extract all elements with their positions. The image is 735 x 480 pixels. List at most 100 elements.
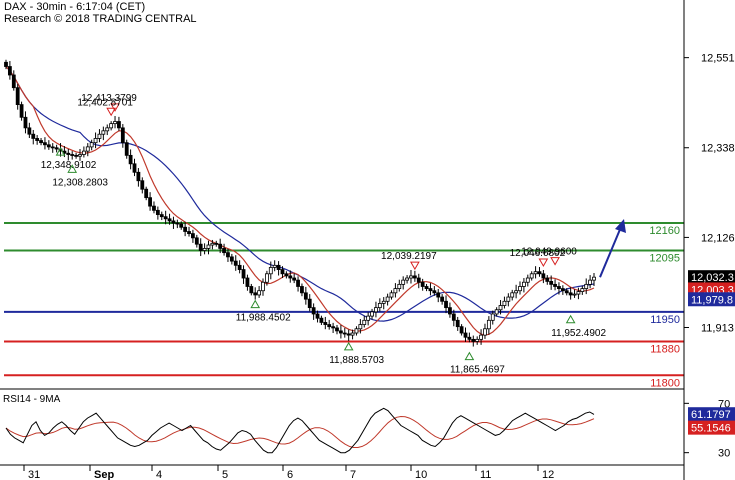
candle-body-127 (498, 305, 503, 311)
date-label-31: 31 (28, 469, 40, 480)
candle-body-31 (124, 142, 129, 156)
candle-body-75 (296, 279, 300, 287)
candle-body-48 (191, 233, 195, 239)
candle-body-97 (381, 300, 386, 304)
candle-body-133 (522, 281, 526, 287)
last-price-badge: 12,032.3 (691, 272, 734, 284)
candle-body-101 (397, 283, 402, 289)
candle-body-55 (218, 243, 223, 249)
candle-body-71 (280, 269, 285, 275)
candle-body-68 (268, 267, 273, 275)
candle-body-85 (335, 327, 339, 332)
swing-low-label-10: 11,952.4902 (551, 328, 606, 339)
candle-body-50 (198, 243, 203, 251)
candle-body-34 (136, 171, 141, 182)
level-label-12160: 12160 (649, 225, 680, 237)
candle-body-79 (311, 307, 316, 315)
date-label-4: 4 (156, 469, 162, 480)
candle-body-3 (15, 87, 20, 105)
candle-body-147 (576, 291, 581, 295)
date-label-Sep: Sep (94, 469, 114, 480)
swing-high-label-1: 12,402.8701 (77, 97, 133, 108)
candle-body-144 (564, 290, 569, 294)
candle-body-136 (533, 271, 538, 275)
swing-low-marker-2 (55, 147, 66, 156)
candle-body-109 (428, 288, 433, 292)
candle-body-13 (54, 147, 59, 150)
swing-low-label-3: 12,308.2803 (52, 177, 108, 188)
swing-high-marker-0 (110, 103, 120, 112)
candle-body-82 (323, 322, 328, 325)
candle-body-125 (490, 313, 495, 321)
candle-body-108 (424, 286, 429, 289)
candle-body-131 (514, 290, 519, 294)
swing-low-label-4: 11,988.4502 (236, 313, 291, 324)
date-label-5: 5 (222, 469, 228, 480)
candle-body-77 (303, 292, 308, 300)
level-labels: 12160 12095 11950 11880 11800 (649, 225, 680, 389)
candle-body-84 (331, 326, 335, 329)
swing-low-label-2: 12,348.9102 (41, 160, 97, 171)
candle-body-56 (222, 248, 226, 254)
candle-body-46 (183, 226, 188, 232)
swing-high-label-0: 12,413.3799 (81, 93, 137, 104)
candle-body-114 (448, 307, 452, 315)
candle-body-52 (206, 244, 211, 249)
candle-body-95 (374, 307, 378, 313)
candle-body-121 (475, 338, 480, 342)
chart-title: DAX - 30min - 6:17:04 (CET) (4, 1, 146, 13)
candle-body-65 (257, 290, 262, 296)
candle-body-67 (265, 273, 269, 283)
candle-body-17 (70, 154, 75, 156)
candle-body-2 (11, 74, 16, 89)
candle-body-142 (557, 286, 561, 289)
candle-body-32 (128, 154, 133, 165)
candle-body-106 (416, 277, 421, 283)
target-arrow-shaft (599, 226, 622, 278)
candle-body-143 (560, 288, 565, 292)
candle-body-39 (155, 209, 160, 215)
candle-body-25 (101, 130, 106, 135)
candle-body-57 (226, 252, 230, 258)
date-axis: 31 Sep 4 5 6 7 10 11 12 (23, 465, 554, 480)
candle-body-91 (358, 324, 363, 330)
swing-low-label-5: 11,888.5703 (329, 355, 384, 366)
candle-body-43 (171, 220, 176, 224)
candle-body-7 (31, 133, 36, 139)
candle-body-1 (7, 66, 12, 76)
candle-body-27 (109, 123, 114, 129)
candle-body-81 (319, 317, 324, 323)
candle-body-118 (463, 332, 468, 338)
sma-fast-line (5, 66, 595, 336)
candle-body-76 (300, 286, 304, 294)
swing-high-marker-6 (410, 261, 420, 271)
candle-body-103 (405, 277, 409, 281)
candle-body-122 (479, 334, 483, 340)
chart-copyright: Research © 2018 TRADING CENTRAL (4, 13, 197, 25)
candle-body-124 (486, 319, 491, 330)
candle-body-20 (81, 150, 86, 155)
candle-body-28 (113, 121, 117, 125)
candle-body-102 (401, 279, 406, 285)
swing-high-marker-1 (106, 107, 117, 117)
level-label-11950: 11950 (650, 314, 680, 326)
price-tick-label-2: 12,126 (701, 232, 735, 244)
candle-body-135 (529, 273, 534, 279)
candle-body-26 (105, 127, 110, 132)
candle-body-33 (132, 163, 137, 173)
candle-body-139 (545, 277, 550, 282)
candle-body-10 (43, 142, 47, 146)
candle-body-80 (315, 313, 320, 319)
price-tick-label-3: 11,913 (701, 323, 734, 335)
candle-body-90 (354, 328, 359, 334)
candle-body-64 (253, 292, 258, 296)
axes (0, 0, 685, 480)
rsi-line (5, 407, 595, 454)
swing-low-marker-3 (67, 164, 78, 173)
candle-body-45 (179, 223, 184, 228)
date-label-6: 6 (287, 469, 293, 480)
candle-body-72 (284, 273, 289, 277)
candle-body-62 (245, 277, 250, 287)
candle-body-116 (455, 319, 460, 328)
